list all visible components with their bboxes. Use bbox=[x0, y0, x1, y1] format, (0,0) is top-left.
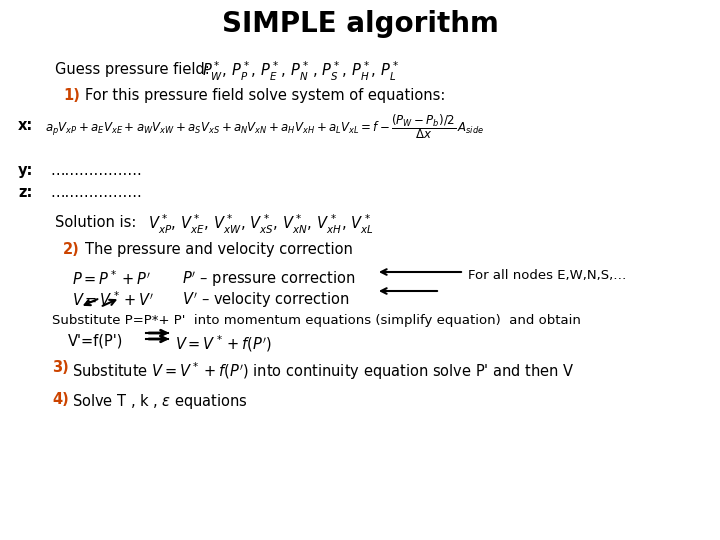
Text: For all nodes E,W,N,S,…: For all nodes E,W,N,S,… bbox=[468, 269, 626, 282]
Text: 1): 1) bbox=[63, 88, 80, 103]
Text: $a_p V_{xP} + a_E V_{xE} + a_W V_{xW} + a_S V_{xS} + a_N V_{xN} + a_H V_{xH} + a: $a_p V_{xP} + a_E V_{xE} + a_W V_{xW} + … bbox=[45, 112, 484, 141]
Text: Solution is:: Solution is: bbox=[55, 215, 136, 230]
Text: $P^*_W,\, P^*_P,\, P^*_E,\, P^*_N\,,\, P^*_S,\, P^*_H,\, P^*_L$: $P^*_W,\, P^*_P,\, P^*_E,\, P^*_N\,,\, P… bbox=[202, 60, 400, 83]
Text: ……………….: ………………. bbox=[50, 163, 142, 178]
Text: $V = V^* + f(P')$: $V = V^* + f(P')$ bbox=[175, 333, 272, 354]
Text: y:: y: bbox=[18, 163, 33, 178]
Text: For this pressure field solve system of equations:: For this pressure field solve system of … bbox=[85, 88, 446, 103]
Text: $P'$ – pressure correction: $P'$ – pressure correction bbox=[182, 269, 355, 288]
Text: Solve T , k , $\varepsilon$ equations: Solve T , k , $\varepsilon$ equations bbox=[72, 392, 248, 411]
Text: Guess pressure field:: Guess pressure field: bbox=[55, 62, 219, 77]
Text: 4): 4) bbox=[52, 392, 68, 407]
Text: Substitute $V = V^* + f(P')$ into continuity equation solve P' and then V: Substitute $V = V^* + f(P')$ into contin… bbox=[72, 360, 575, 382]
Text: z:: z: bbox=[18, 185, 32, 200]
Text: SIMPLE algorithm: SIMPLE algorithm bbox=[222, 10, 498, 38]
Text: $V^*_{xP},\, V^*_{xE},\, V^*_{xW},\, V^*_{xS},\, V^*_{xN},\, V^*_{xH},\, V^*_{xL: $V^*_{xP},\, V^*_{xE},\, V^*_{xW},\, V^*… bbox=[148, 213, 374, 236]
Text: x:: x: bbox=[18, 118, 33, 133]
Text: The pressure and velocity correction: The pressure and velocity correction bbox=[85, 242, 353, 257]
Text: ……………….: ………………. bbox=[50, 185, 142, 200]
Text: 3): 3) bbox=[52, 360, 68, 375]
Text: $V'$ – velocity correction: $V'$ – velocity correction bbox=[182, 290, 350, 309]
Text: Substitute P=P*+ P'  into momentum equations (simplify equation)  and obtain: Substitute P=P*+ P' into momentum equati… bbox=[52, 314, 581, 327]
Text: V'=f(P'): V'=f(P') bbox=[68, 334, 123, 349]
Text: $V = V^* + V'$: $V = V^* + V'$ bbox=[72, 290, 155, 309]
Text: 2): 2) bbox=[63, 242, 80, 257]
Text: $P = P^* + P'$: $P = P^* + P'$ bbox=[72, 269, 151, 288]
